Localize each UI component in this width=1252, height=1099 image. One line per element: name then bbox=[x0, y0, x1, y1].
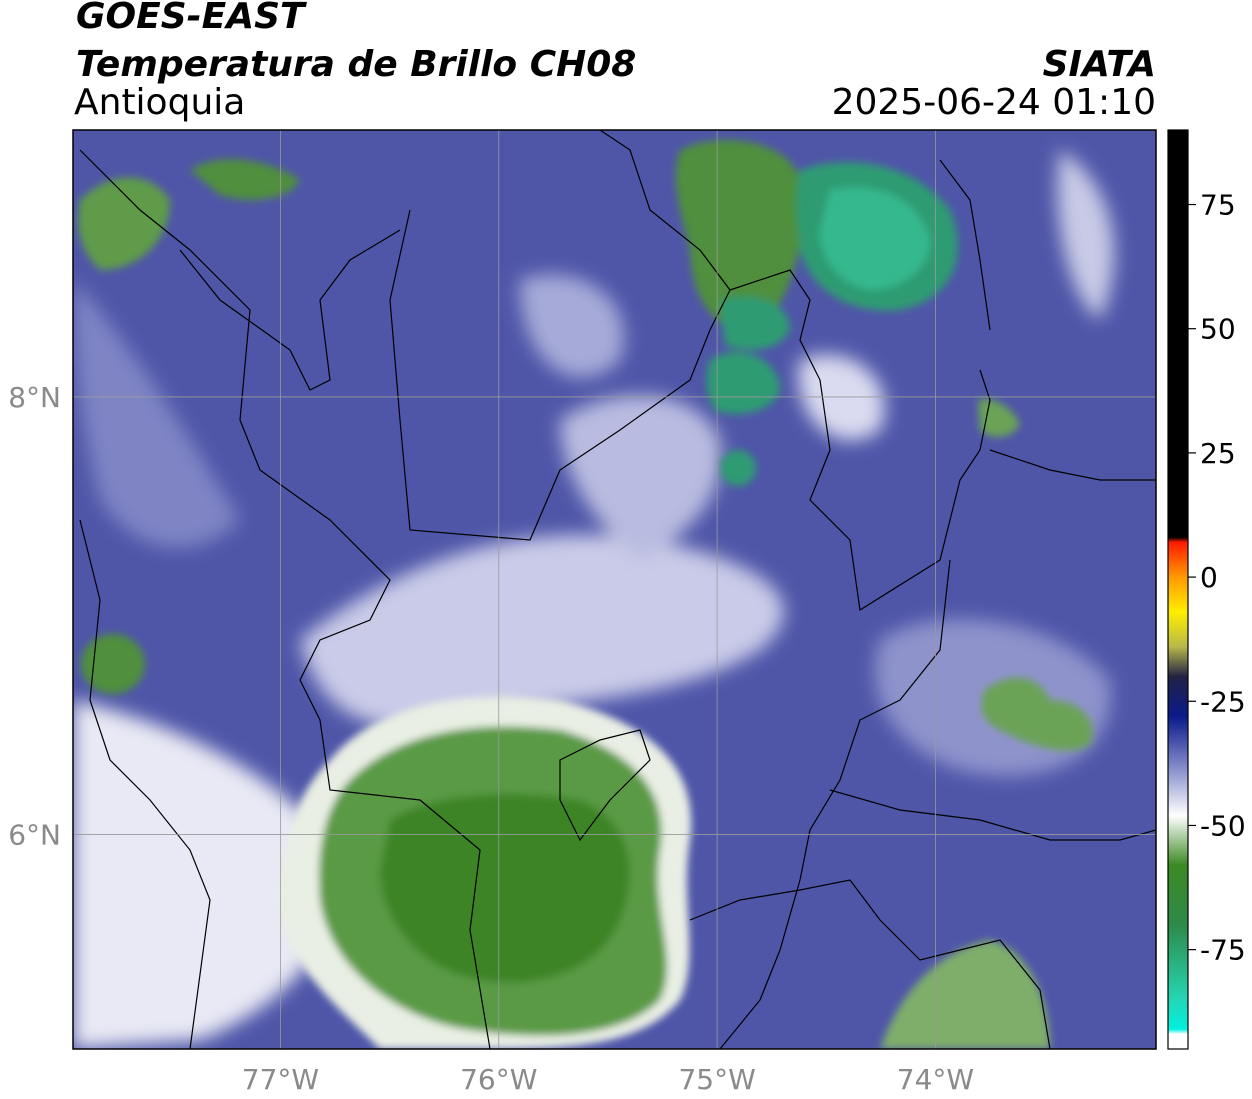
graticule bbox=[73, 130, 1156, 1049]
convection-north bbox=[675, 140, 803, 332]
boundary-north bbox=[389, 130, 731, 541]
boundary-east bbox=[719, 559, 951, 1049]
convection-northwest-strip bbox=[190, 159, 300, 200]
boundary-northeast bbox=[989, 449, 1156, 481]
convection-cell-central bbox=[706, 351, 780, 414]
lat-label-6n: 6°N bbox=[8, 819, 61, 852]
boundary-south bbox=[689, 879, 1051, 1049]
colorbar-ticks: 75 50 25 0 -25 -50 -75 bbox=[1188, 189, 1246, 967]
convection-west bbox=[81, 634, 145, 694]
convection-northeast-core bbox=[820, 187, 930, 290]
lon-label-74w: 74°W bbox=[897, 1063, 974, 1096]
lon-labels: 77°W 76°W 75°W 74°W bbox=[242, 1063, 974, 1096]
cloud-band-west bbox=[73, 700, 338, 1049]
convection-cell-small bbox=[720, 450, 756, 486]
colorbar-tick-label: 75 bbox=[1200, 189, 1236, 222]
region-label: Antioquia bbox=[74, 82, 246, 123]
colorbar-tick-label: -50 bbox=[1200, 809, 1246, 842]
brightness-temperature-field bbox=[73, 130, 1156, 1049]
deep-convection-areas bbox=[78, 140, 1093, 1049]
boundary-northeast-2 bbox=[939, 159, 991, 331]
lon-label-77w: 77°W bbox=[242, 1063, 319, 1096]
lon-label-76w: 76°W bbox=[460, 1063, 537, 1096]
coastline-pacific bbox=[79, 519, 211, 1049]
convection-southeast bbox=[880, 940, 1050, 1049]
cloud-band-northwest bbox=[73, 280, 240, 548]
organization-label: SIATA bbox=[1042, 44, 1156, 85]
satellite-title: GOES-EAST bbox=[76, 0, 305, 37]
boundary-small-region bbox=[559, 729, 651, 842]
map-frame bbox=[72, 129, 1157, 1050]
colorbar-gradient bbox=[1168, 130, 1188, 1049]
colorbar-frame bbox=[1167, 129, 1189, 1050]
cloud-band-northeast bbox=[1057, 150, 1115, 320]
boundary-west bbox=[79, 149, 491, 1049]
convection-northwest bbox=[78, 177, 170, 270]
lon-label-75w: 75°W bbox=[678, 1063, 755, 1096]
convection-south-core bbox=[380, 794, 630, 983]
coastline-caribbean bbox=[179, 229, 401, 391]
product-title: Temperatura de Brillo CH08 bbox=[76, 44, 637, 85]
colorbar-tick-label: 50 bbox=[1200, 313, 1236, 346]
cloud-patch-north bbox=[520, 274, 624, 378]
boundary-southeast bbox=[829, 789, 1156, 841]
convection-east bbox=[981, 677, 1093, 751]
colorbar-tick-label: 25 bbox=[1200, 437, 1236, 470]
colorbar: 75 50 25 0 -25 -50 -75 bbox=[1167, 129, 1246, 1050]
boundaries bbox=[79, 130, 1156, 1049]
colorbar-tick-label: -25 bbox=[1200, 685, 1246, 718]
cloud-patch-east bbox=[798, 354, 885, 441]
convection-cell-north-central bbox=[720, 296, 790, 350]
colorbar-tick-label: 0 bbox=[1200, 561, 1218, 594]
cloud-band-north bbox=[560, 395, 722, 560]
cloud-band-center bbox=[300, 534, 784, 728]
lat-label-8n: 8°N bbox=[8, 381, 61, 414]
datetime-label: 2025-06-24 01:10 bbox=[831, 82, 1156, 123]
colorbar-tick-label: -75 bbox=[1200, 934, 1246, 967]
lat-labels: 8°N 6°N bbox=[8, 381, 61, 852]
boundary-east-north bbox=[729, 269, 991, 611]
